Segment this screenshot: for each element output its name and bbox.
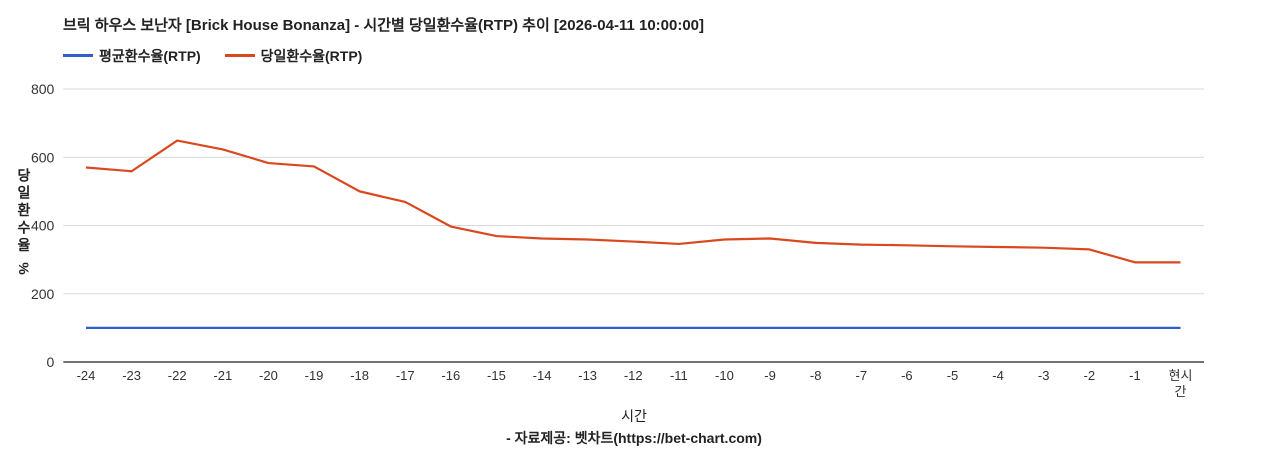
svg-text:-19: -19 [305,368,324,383]
svg-text:-15: -15 [487,368,506,383]
svg-text:600: 600 [31,149,55,165]
svg-text:-17: -17 [396,368,415,383]
svg-text:0: 0 [47,354,55,370]
svg-text:200: 200 [31,286,55,302]
svg-text:-24: -24 [77,368,96,383]
svg-text:-18: -18 [350,368,369,383]
svg-text:-9: -9 [764,368,776,383]
svg-text:-23: -23 [122,368,141,383]
svg-text:-2: -2 [1084,368,1096,383]
svg-text:-7: -7 [855,368,867,383]
svg-text:-13: -13 [578,368,597,383]
svg-text:-3: -3 [1038,368,1050,383]
svg-text:-14: -14 [533,368,552,383]
svg-text:-4: -4 [992,368,1004,383]
svg-text:-10: -10 [715,368,734,383]
svg-text:400: 400 [31,218,55,234]
svg-text:-6: -6 [901,368,913,383]
svg-text:800: 800 [31,81,55,97]
svg-text:-21: -21 [213,368,232,383]
svg-text:-22: -22 [168,368,187,383]
svg-text:현시: 현시 [1169,368,1193,383]
svg-text:-5: -5 [947,368,959,383]
svg-text:-12: -12 [624,368,643,383]
svg-text:-16: -16 [441,368,460,383]
svg-text:-8: -8 [810,368,822,383]
svg-text:간: 간 [1175,384,1187,399]
svg-text:-20: -20 [259,368,278,383]
svg-text:-11: -11 [670,368,688,383]
svg-text:-1: -1 [1129,368,1141,383]
